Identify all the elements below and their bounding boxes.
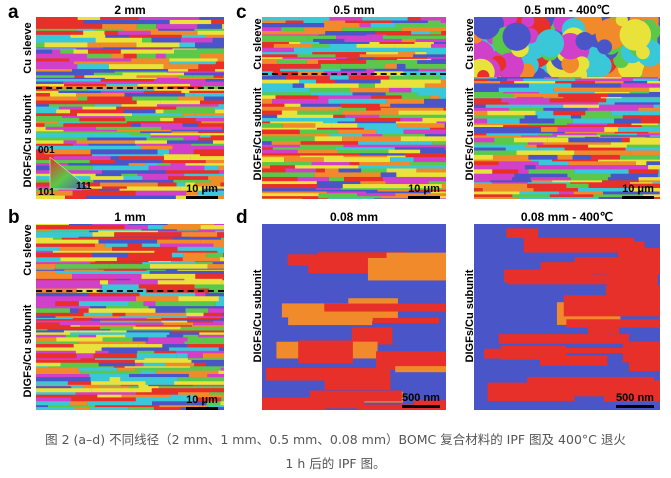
ipf-key-101: 101 [38, 187, 55, 198]
ipf-texture [474, 17, 660, 199]
scale-bar-d-left: 500 nm [400, 392, 442, 408]
panel-letter-b: b [8, 207, 20, 228]
ipf-map-b: 10 μm [36, 224, 224, 410]
ipf-map-d-left: 500 nm [262, 224, 446, 410]
ipf-texture [262, 17, 446, 199]
panel-letter-c: c [236, 2, 247, 23]
interface-dashed-line [262, 73, 446, 75]
panel-d-right-side-label: DIGFs/Cu subunit [464, 269, 476, 363]
ipf-map-c-right: 10 μm [474, 17, 660, 199]
scale-bar-c-right: 10 μm [620, 183, 656, 199]
panel-c-right-lower-label: DIGFs/Cu subunit [464, 87, 476, 181]
panel-c-left-upper-label: Cu sleeve [252, 18, 264, 70]
panel-a-title: 2 mm [114, 3, 146, 17]
panel-letter-d: d [236, 207, 248, 228]
panel-d-right-title: 0.08 mm - 400℃ [520, 210, 614, 224]
panel-d-left-title: 0.08 mm [329, 210, 379, 224]
ipf-texture [474, 224, 660, 410]
panel-letter-a: a [8, 2, 19, 23]
panel-c-left-lower-label: DIGFs/Cu subunit [252, 87, 264, 181]
scale-bar-d-right: 500 nm [614, 392, 656, 408]
panel-b-title: 1 mm [114, 210, 146, 224]
ipf-texture [36, 17, 224, 199]
ipf-map-a: 001 101 111 10 μm [36, 17, 224, 199]
figure-caption-line-1: 图 2 (a–d) 不同线径（2 mm、1 mm、0.5 mm、0.08 mm）… [45, 432, 626, 447]
panel-b-lower-label: DIGFs/Cu subunit [22, 304, 34, 398]
figure-caption-line-2: 1 h 后的 IPF 图。 [285, 456, 386, 471]
ipf-texture [36, 224, 224, 410]
panel-b-upper-label: Cu sleeve [22, 224, 34, 276]
panel-c-right-title: 0.5 mm - 400℃ [524, 3, 610, 17]
ipf-map-d-right: 500 nm [474, 224, 660, 410]
panel-d-left-side-label: DIGFs/Cu subunit [252, 269, 264, 363]
scale-bar-a: 10 μm [184, 183, 220, 199]
ipf-map-c-left: 10 μm [262, 17, 446, 199]
ipf-color-key: 001 101 111 [38, 145, 98, 199]
ipf-texture [262, 224, 446, 410]
interface-dashed-line [36, 87, 224, 89]
ipf-triangle-icon [49, 156, 91, 190]
panel-a-lower-label: DIGFs/Cu subunit [22, 94, 34, 188]
panel-a-upper-label: Cu sleeve [22, 22, 34, 74]
scale-bar-b: 10 μm [184, 394, 220, 410]
ipf-key-001: 001 [38, 145, 55, 156]
interface-dashed-line [36, 290, 224, 292]
panel-c-right-upper-label: Cu sleeve [464, 18, 476, 70]
ipf-key-111: 111 [76, 181, 92, 192]
scale-bar-c-left: 10 μm [406, 183, 442, 199]
panel-c-left-title: 0.5 mm [333, 3, 375, 17]
